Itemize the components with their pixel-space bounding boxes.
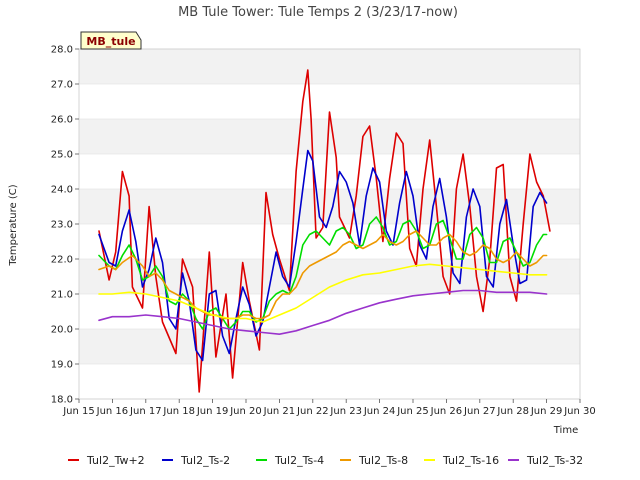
series-line-Tul2_Ts-16: [98, 263, 548, 323]
x-tick-label: Jun 17: [129, 406, 162, 417]
legend-label: Tul2_Ts-8: [358, 454, 408, 467]
x-tick-label: Jun 21: [263, 406, 296, 417]
series-line-Tul2_Ts-2: [98, 149, 548, 362]
y-tick-label: 23.0: [51, 220, 73, 231]
x-tick-label: Jun 28: [496, 406, 529, 417]
station-badge: MB_tule: [80, 31, 142, 50]
legend-label: Tul2_Ts-16: [442, 454, 499, 467]
legend-item: Tul2_Ts-16: [424, 454, 499, 467]
y-tick-label: 20.0: [51, 325, 73, 336]
series-line-Tul2_Ts-8: [98, 230, 548, 320]
legend-label: Tul2_Tw+2: [86, 454, 145, 467]
legend-item: Tul2_Tw+2: [68, 454, 145, 467]
legend-label: Tul2_Ts-32: [526, 454, 583, 467]
x-tick-label: Jun 26: [430, 406, 463, 417]
x-tick-label: Jun 23: [329, 406, 362, 417]
y-tick-label: 19.0: [51, 360, 73, 371]
plot-band: [79, 294, 580, 329]
series-line-Tul2_Ts-4: [98, 216, 548, 330]
x-tick-label: Jun 22: [296, 406, 329, 417]
x-axis-label: Time: [553, 425, 578, 436]
plot-background: [79, 49, 580, 399]
y-tick-label: 28.0: [51, 45, 73, 56]
x-tick-label: Jun 30: [563, 406, 596, 417]
x-tick-label: Jun 20: [229, 406, 262, 417]
legend-item: Tul2_Ts-2: [162, 454, 230, 467]
badge-shape: [80, 31, 142, 50]
plot-band: [79, 49, 580, 84]
x-tick-label: Jun 29: [530, 406, 563, 417]
badge-label: MB_tule: [86, 35, 135, 48]
y-tick-label: 18.0: [51, 395, 73, 406]
x-tick-label: Jun 16: [96, 406, 129, 417]
y-tick-label: 24.0: [51, 185, 73, 196]
x-tick-label: Jun 25: [396, 406, 429, 417]
x-tick-label: Jun 19: [196, 406, 229, 417]
chart-title: MB Tule Tower: Tule Temps 2 (3/23/17-now…: [178, 5, 458, 20]
y-tick-label: 26.0: [51, 115, 73, 126]
y-axis: 18.0 19.0 20.0 21.0 22.0 23.0 24.0 25.0 26.0 27.0…: [51, 45, 79, 406]
y-tick-label: 22.0: [51, 255, 73, 266]
x-axis: Jun 15 Jun 16 Jun 17 Jun 18 Jun 19 Jun 20 Jun …: [62, 399, 596, 417]
y-axis-label: Temperature (C): [8, 184, 19, 266]
y-tick-label: 27.0: [51, 80, 73, 91]
plot-band: [79, 364, 580, 399]
legend-item: Tul2_Ts-32: [508, 454, 583, 467]
x-tick-label: Jun 27: [463, 406, 496, 417]
series-line-Tul2_Ts-32: [98, 289, 548, 336]
x-tick-label: Jun 15: [62, 406, 95, 417]
plot-band: [79, 329, 580, 364]
y-tick-label: 21.0: [51, 290, 73, 301]
legend-item: Tul2_Ts-8: [340, 454, 408, 467]
x-tick-label: Jun 24: [363, 406, 396, 417]
legend-item: Tul2_Ts-4: [256, 454, 324, 467]
legend-label: Tul2_Ts-4: [274, 454, 324, 467]
legend: Tul2_Tw+2 Tul2_Ts-2 Tul2_Ts-4 Tul2_Ts-8 Tul2…: [68, 454, 583, 467]
legend-label: Tul2_Ts-2: [180, 454, 230, 467]
series-line-Tul2_Tw+2: [98, 69, 551, 393]
series-lines: [98, 69, 551, 393]
x-tick-label: Jun 18: [162, 406, 195, 417]
y-tick-label: 25.0: [51, 150, 73, 161]
